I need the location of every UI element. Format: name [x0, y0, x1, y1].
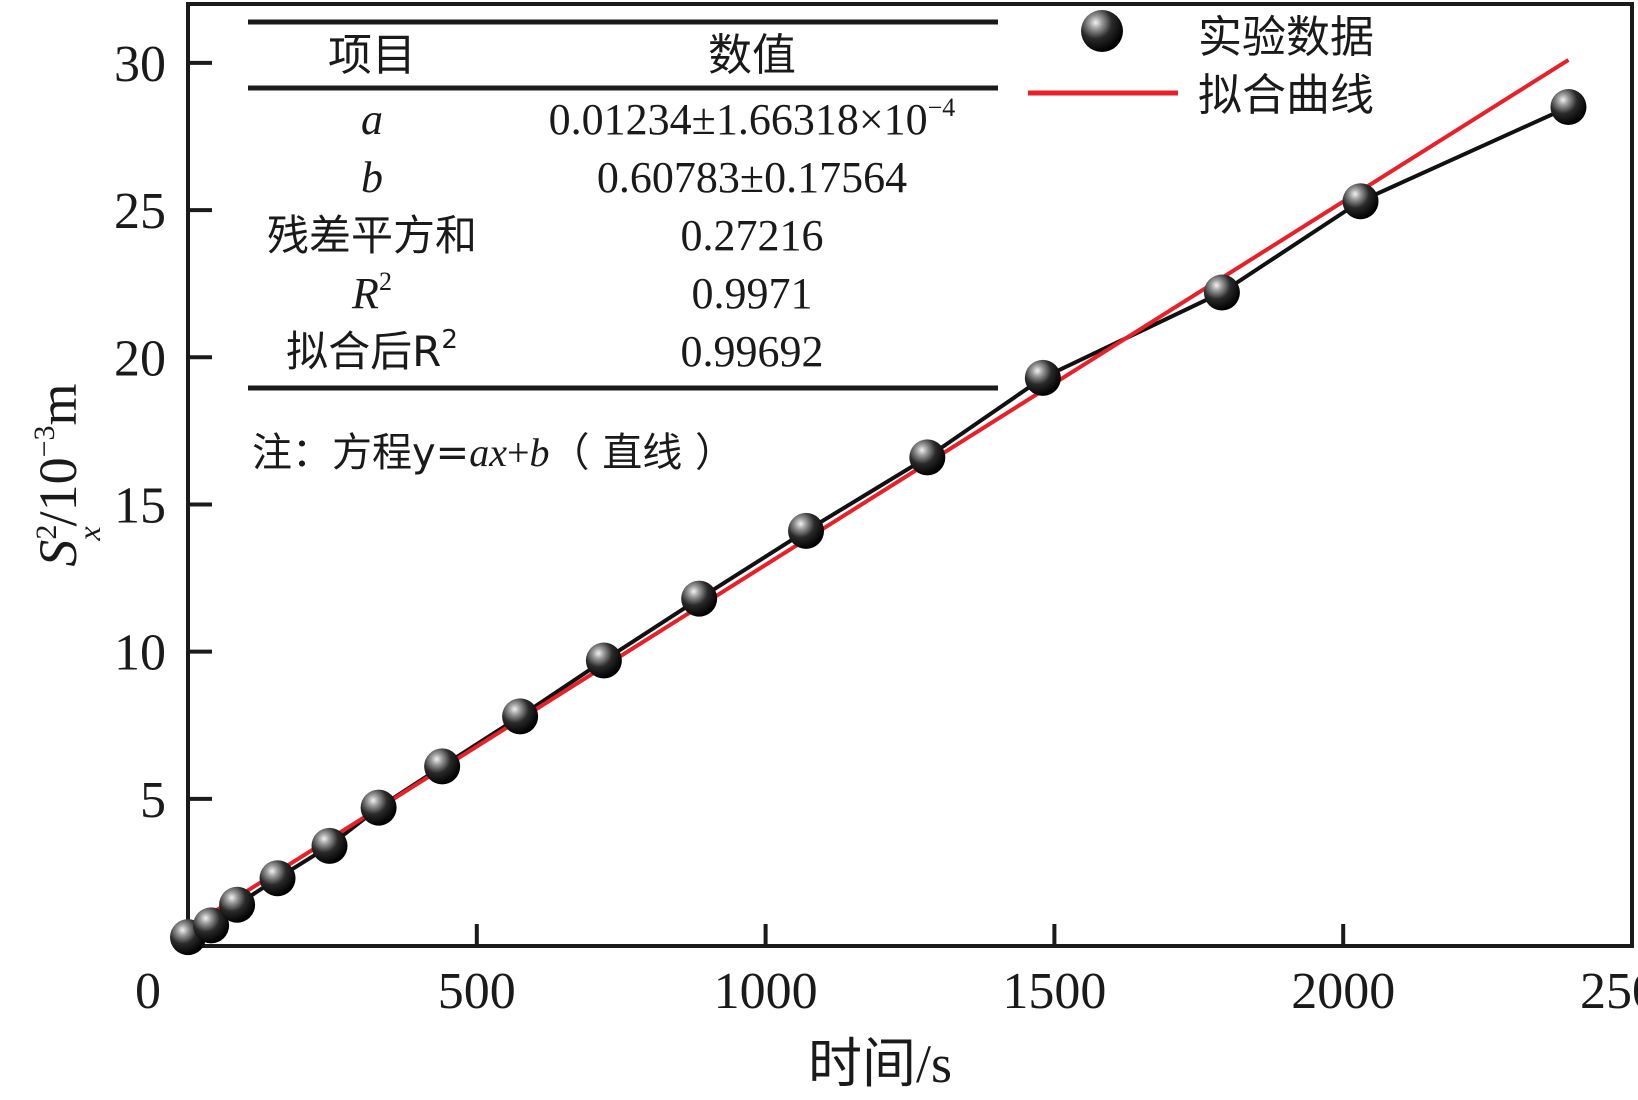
- table-row-adj-r2-item: 拟合后R2: [286, 325, 458, 376]
- data-point: [1203, 274, 1240, 311]
- y-axis-label: S2 x/10−3m: [28, 383, 107, 566]
- data-point: [193, 907, 230, 944]
- table-row-r2-value: 0.9971: [692, 269, 813, 318]
- table-row-a-value: 0.01234±1.66318×10−4: [549, 93, 956, 144]
- equation-note: 注：方程y=ax+b（ 直线 ）: [252, 430, 735, 476]
- data-point: [1550, 89, 1587, 126]
- data-point: [259, 860, 296, 897]
- y-axis: 5 10 15 20 25 30: [114, 36, 212, 829]
- series-layer: [170, 58, 1587, 956]
- x-tick-label: 1000: [714, 963, 818, 1020]
- table-row-r2-item: R2: [351, 267, 392, 318]
- x-tick-label: 2000: [1291, 963, 1395, 1020]
- data-point: [502, 698, 539, 735]
- y-tick-label: 30: [114, 36, 166, 93]
- y-tick-label: 25: [114, 183, 166, 240]
- data-point: [360, 789, 397, 826]
- data-point: [788, 512, 825, 549]
- table-row-rss-value: 0.27216: [681, 211, 824, 260]
- y-tick-label: 20: [114, 330, 166, 387]
- x-tick-label: 2500: [1580, 963, 1638, 1020]
- y-tick-label: 10: [114, 625, 166, 682]
- data-point: [585, 642, 622, 679]
- x-tick-label: 0: [135, 963, 161, 1020]
- y-tick-label: 5: [140, 772, 166, 829]
- data-point: [681, 580, 718, 617]
- legend-data-marker: [1081, 10, 1123, 52]
- data-point: [219, 886, 256, 923]
- data-point: [311, 827, 348, 864]
- table-header-item: 项目: [328, 30, 416, 81]
- table-row-b-item: b: [361, 153, 383, 202]
- x-tick-label: 1500: [1002, 963, 1106, 1020]
- x-axis-label: 时间/s: [808, 1034, 952, 1094]
- table-row-b-value: 0.60783±0.17564: [597, 153, 907, 202]
- y-tick-label: 15: [114, 477, 166, 534]
- fit-line: [186, 58, 1570, 930]
- x-axis: 0 500 1000 1500 2000 2500: [135, 924, 1638, 1020]
- data-point: [909, 439, 946, 476]
- table-header-value: 数值: [708, 30, 796, 81]
- table-row-a-item: a: [361, 95, 383, 144]
- table-row-rss-item: 残差平方和: [267, 211, 477, 260]
- table-row-adj-r2-value: 0.99692: [681, 327, 824, 376]
- plot-frame: [186, 2, 1634, 948]
- fit-table: 项目 数值 a 0.01234±1.66318×10−4 b 0.60783±0…: [248, 19, 998, 476]
- data-point: [1024, 359, 1061, 396]
- x-tick-label: 500: [438, 963, 516, 1020]
- legend-data-label: 实验数据: [1198, 12, 1374, 63]
- legend-fit-label: 拟合曲线: [1198, 70, 1374, 121]
- legend: 实验数据 拟合曲线: [1028, 10, 1374, 121]
- data-point: [1342, 183, 1379, 220]
- data-point: [424, 748, 461, 785]
